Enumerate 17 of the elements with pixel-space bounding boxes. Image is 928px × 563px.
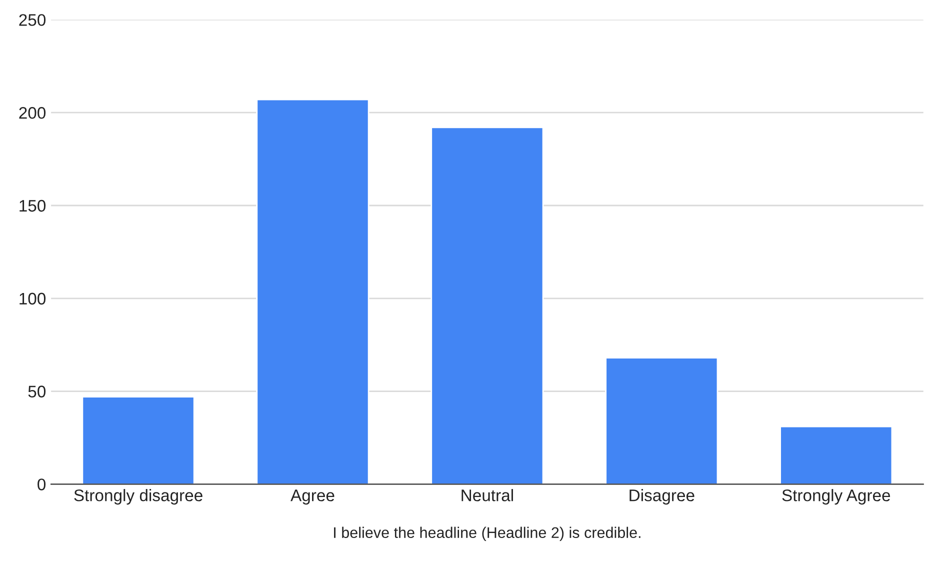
- x-tick-label: Neutral: [462, 489, 513, 502]
- x-tick-label: Disagree: [630, 489, 694, 505]
- bar: [430, 126, 544, 484]
- y-tick-label: 100: [20, 292, 46, 305]
- y-tick-label: 200: [19, 107, 46, 119]
- bar: [82, 396, 195, 484]
- y-tick-label: 50: [28, 386, 46, 398]
- bar: [256, 98, 370, 484]
- y-tick-label: 150: [20, 200, 46, 212]
- y-tick-label: 250: [19, 14, 46, 26]
- y-tick-label: 0: [38, 478, 46, 490]
- x-axis-title: I believe the headline (Headline 2) is credible.: [334, 526, 640, 542]
- bar: [780, 426, 893, 484]
- x-tick-label: Agree: [290, 490, 334, 505]
- x-tick-label: Strongly Agree: [782, 489, 890, 505]
- bar: [605, 357, 718, 484]
- x-tick-label: Strongly disagree: [74, 489, 202, 505]
